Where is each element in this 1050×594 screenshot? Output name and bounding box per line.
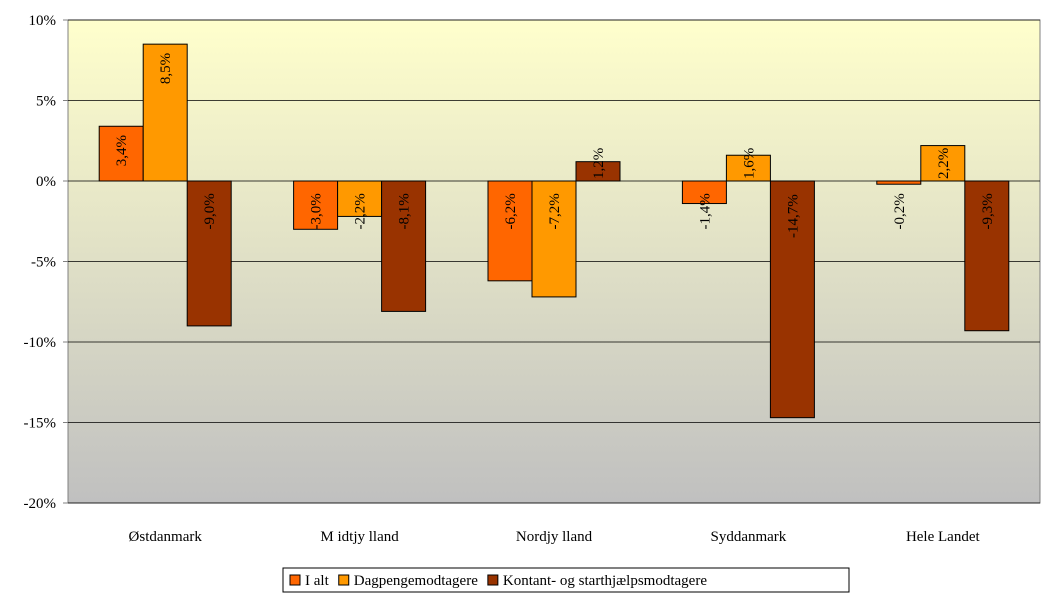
category-label: Østdanmark — [129, 529, 203, 545]
data-label: -8,1% — [397, 193, 413, 229]
y-tick-label: 0% — [36, 174, 56, 190]
data-label: -0,2% — [892, 193, 908, 229]
bar — [964, 180, 1010, 332]
legend-label: I alt — [305, 573, 330, 589]
bar — [920, 145, 966, 182]
y-tick-label: -5% — [31, 255, 56, 271]
legend-swatch — [289, 574, 301, 586]
bar — [725, 154, 771, 182]
bar — [769, 180, 815, 419]
bar — [575, 161, 621, 182]
data-label: -7,2% — [547, 193, 563, 229]
data-label: 8,5% — [158, 53, 174, 84]
bar — [381, 180, 427, 312]
y-tick-label: -20% — [24, 496, 57, 512]
y-tick-label: -15% — [24, 416, 57, 432]
bar — [487, 180, 533, 282]
y-tick-label: 10% — [29, 13, 57, 29]
data-label: -1,4% — [697, 193, 713, 229]
y-tick-label: -10% — [24, 335, 57, 351]
data-labels: 3,4% 8,5% -9,0% -3,0% -2,2% -8,1% -6,2% -7,2% 1,… — [114, 53, 996, 238]
gridlines — [68, 19, 1040, 504]
data-label: 3,4% — [114, 135, 130, 166]
bar — [186, 180, 232, 327]
legend-label: Dagpengemodtagere — [354, 573, 478, 589]
data-label: -9,3% — [980, 193, 996, 229]
legend: I alt Dagpengemodtagere Kontant- og starth… — [282, 567, 850, 593]
data-label: -9,0% — [202, 193, 218, 229]
legend-swatch — [487, 574, 499, 586]
category-label: Hele Landet — [906, 529, 981, 545]
y-tick-label: 5% — [36, 94, 56, 110]
category-label: Syddanmark — [710, 529, 786, 545]
bar — [142, 43, 188, 182]
bar — [531, 180, 577, 298]
legend-box — [282, 567, 850, 593]
data-label: -2,2% — [353, 193, 369, 229]
category-labels: Østdanmark M idtjy lland Nordjy lland Sydda… — [129, 529, 981, 545]
bars — [98, 43, 1010, 419]
legend-swatch — [338, 574, 350, 586]
category-label: Nordjy lland — [516, 529, 593, 545]
data-label: 1,2% — [591, 148, 607, 179]
data-label: 1,6% — [741, 148, 757, 179]
y-axis-ticks: 10% 5% 0% -5% -10% -15% -20% — [24, 13, 68, 512]
data-label: -14,7% — [785, 194, 801, 238]
category-label: M idtjy lland — [320, 529, 399, 545]
bar — [876, 180, 922, 185]
data-label: -6,2% — [503, 193, 519, 229]
data-label: 2,2% — [936, 148, 952, 179]
data-label: -3,0% — [309, 193, 325, 229]
bar — [337, 180, 383, 217]
legend-label: Kontant- og starthjælpsmodtagere — [503, 573, 707, 589]
bar — [681, 180, 727, 205]
